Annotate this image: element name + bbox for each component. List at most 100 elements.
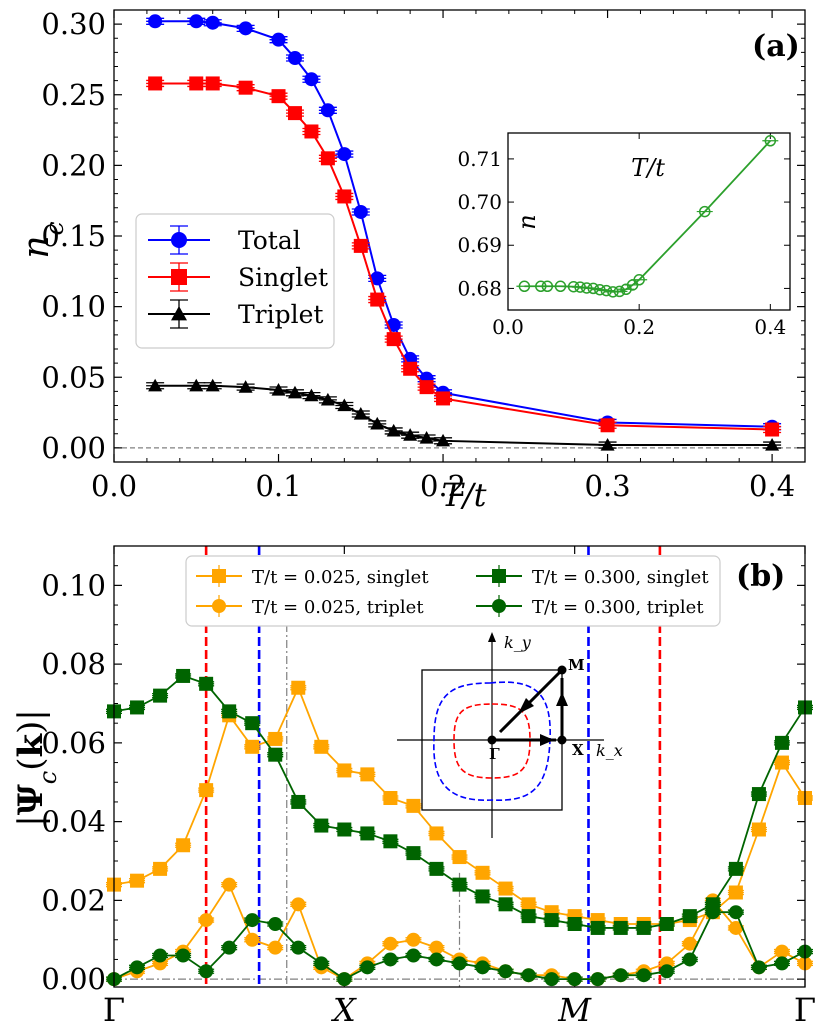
legend-label-singlet: Singlet	[238, 263, 328, 292]
data-point-series-2	[153, 688, 168, 703]
data-point-series-3	[383, 952, 398, 967]
y-tick-label: 0.06	[41, 726, 106, 760]
data-point-series-3	[521, 968, 536, 983]
y-tick-label: 0.10	[41, 290, 106, 324]
inset-data-point	[764, 135, 777, 147]
x-tick-label: 0.3	[585, 469, 631, 503]
data-point-triplet	[386, 423, 401, 437]
y-tick-label: 0.08	[41, 647, 106, 681]
x-tick-label: 0.1	[255, 469, 301, 503]
legend-label-0: T/t = 0.025, singlet	[252, 567, 429, 588]
data-point-series-3	[728, 905, 743, 920]
inset-data-point	[518, 280, 531, 293]
data-point-series-2	[337, 822, 352, 837]
data-point-triplet	[271, 382, 286, 396]
data-point-series-3	[544, 972, 559, 987]
data-point-series-1	[774, 944, 789, 959]
series-line-triplet	[155, 384, 773, 447]
data-point-series-3	[245, 913, 260, 928]
data-point-singlet	[436, 391, 451, 406]
m-gamma-path	[498, 668, 564, 734]
y-tick-label: 0.04	[41, 805, 106, 839]
m-label: M	[568, 656, 585, 674]
legend: Total Singlet Triplet	[135, 213, 335, 349]
data-point-series-2	[383, 834, 398, 849]
y-axis-label: |Ψc(k)|	[11, 709, 62, 827]
inset-y-tick-label: 0.70	[457, 190, 502, 214]
data-point-singlet	[386, 332, 401, 347]
data-point-series-3	[360, 960, 375, 975]
y-tick-label: 0.02	[41, 883, 106, 917]
data-point-series-2	[176, 668, 191, 683]
legend-marker	[212, 599, 226, 613]
legend-box	[185, 555, 721, 627]
data-point-series-3	[176, 948, 191, 963]
y-axis-label: nc	[16, 221, 69, 258]
data-point-triplet	[304, 388, 319, 402]
data-point-series-3	[429, 952, 444, 967]
path-arrowhead	[540, 734, 554, 746]
inset-frame	[507, 132, 791, 311]
data-point-series-0	[498, 881, 513, 896]
data-point-series-0	[774, 755, 789, 770]
x-label: X	[572, 741, 584, 759]
inset-data-point	[613, 285, 626, 298]
legend-marker	[171, 306, 187, 321]
panel-a-frame	[113, 9, 806, 463]
data-point-singlet	[304, 124, 319, 139]
y-tick-label: 0.20	[41, 148, 106, 182]
data-point-series-0	[245, 739, 260, 754]
y-tick-label: 0.00	[41, 431, 106, 465]
data-point-series-3	[130, 960, 145, 975]
legend-label-3: T/t = 0.300, triplet	[532, 597, 704, 618]
data-point-series-3	[636, 968, 651, 983]
m-point	[557, 665, 567, 675]
x-tick-label-4: Γ	[794, 991, 816, 1028]
data-point-series-0	[475, 865, 490, 880]
x-tick-label: 0.4	[749, 469, 795, 503]
data-point-singlet	[419, 380, 434, 395]
inset-data-point	[554, 280, 567, 293]
data-point-triplet	[765, 438, 780, 451]
inset-y-tick-label: 0.68	[457, 276, 502, 300]
y-tick-label: 0.25	[41, 78, 106, 112]
data-point-singlet	[271, 89, 286, 104]
data-point-triplet	[238, 380, 253, 393]
data-point-triplet	[403, 428, 418, 441]
inset-data-point	[698, 205, 711, 218]
data-point-series-2	[498, 897, 513, 912]
data-point-series-3	[682, 952, 697, 967]
ky-label: k_y	[504, 633, 532, 652]
legend-marker	[492, 599, 506, 613]
data-point-series-1	[199, 913, 214, 928]
data-point-total	[287, 51, 302, 66]
legend-label-total: Total	[238, 226, 301, 255]
legend-marker	[171, 269, 187, 285]
data-point-triplet	[148, 378, 163, 392]
panel-b-label: (b)	[736, 559, 785, 594]
y-tick-label: 0.15	[41, 219, 106, 253]
data-point-series-1	[222, 877, 237, 892]
data-point-series-3	[314, 956, 329, 971]
data-point-series-0	[130, 873, 145, 888]
data-point-total	[304, 72, 319, 87]
data-point-singlet	[370, 292, 385, 307]
gamma-point	[487, 735, 497, 745]
x-tick-label: 0.0	[91, 469, 137, 503]
data-point-singlet	[600, 418, 615, 433]
data-point-singlet	[353, 238, 368, 253]
data-point-series-3	[475, 960, 490, 975]
data-point-triplet	[205, 378, 220, 392]
gamma-label: Γ	[489, 745, 500, 763]
legend-label-2: T/t = 0.300, singlet	[532, 567, 709, 588]
data-point-total	[353, 204, 368, 219]
data-point-series-0	[268, 731, 283, 746]
inset-data-point	[600, 284, 613, 297]
data-point-series-1	[728, 920, 743, 935]
data-point-series-0	[521, 897, 536, 912]
inset-data-point	[594, 283, 606, 296]
ky-arrowhead	[488, 632, 496, 642]
data-point-singlet	[148, 76, 163, 91]
data-point-series-0	[751, 822, 766, 837]
